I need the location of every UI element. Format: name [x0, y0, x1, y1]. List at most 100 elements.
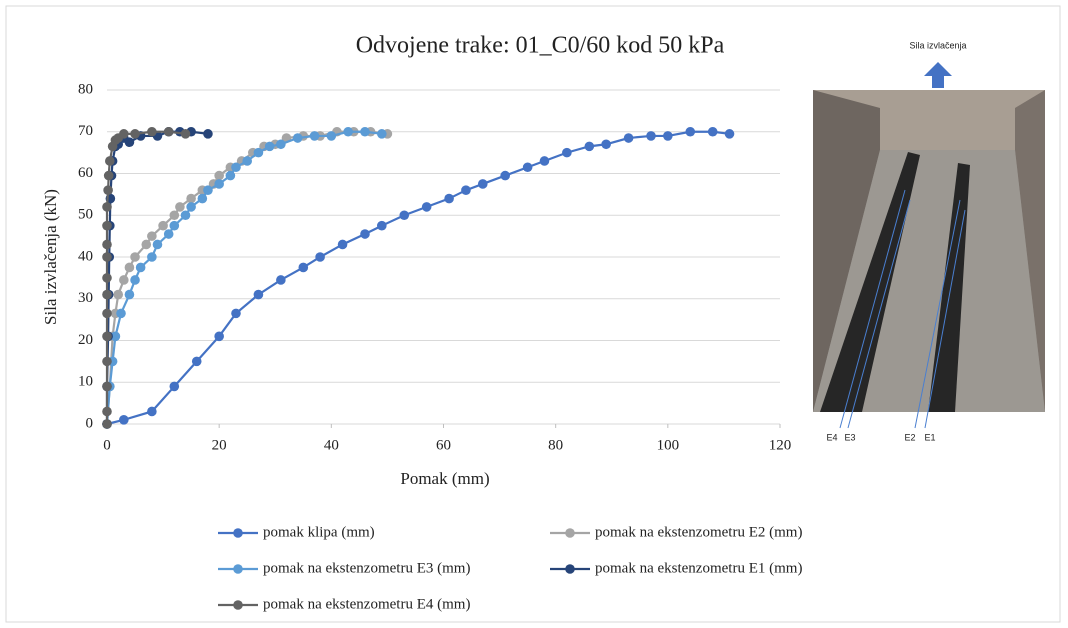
data-point [253, 147, 264, 158]
data-point [315, 252, 325, 262]
data-point [203, 129, 213, 139]
x-tick-label: 60 [436, 437, 451, 453]
data-point [130, 252, 140, 262]
x-axis-label: Pomak (mm) [400, 469, 489, 488]
data-point [169, 381, 180, 392]
data-point [102, 252, 112, 262]
data-point [152, 239, 163, 250]
data-point [500, 170, 510, 181]
photo-label: Sila izvlačenja [909, 40, 966, 50]
data-point [124, 262, 135, 273]
data-point [298, 262, 309, 273]
x-tick-label: 80 [548, 437, 563, 453]
data-point [102, 273, 112, 283]
x-tick-label: 20 [212, 437, 227, 453]
data-point [186, 193, 196, 204]
data-point [102, 331, 112, 342]
data-point [231, 162, 241, 173]
data-point [102, 239, 112, 250]
x-tick-label: 40 [324, 437, 339, 453]
data-point [326, 131, 337, 141]
data-point [163, 126, 174, 137]
data-point [119, 275, 129, 285]
data-point [685, 126, 696, 137]
photo-label: E3 [844, 432, 855, 442]
data-point [135, 262, 146, 273]
data-point [601, 139, 611, 150]
extensometer-line [847, 199, 911, 429]
data-point [264, 141, 275, 152]
data-point [158, 220, 168, 231]
data-point [377, 129, 387, 139]
y-tick-label: 60 [78, 165, 93, 181]
data-point [461, 185, 471, 195]
data-point [292, 133, 303, 143]
data-point [214, 179, 224, 189]
data-point [103, 185, 113, 195]
data-point [102, 289, 112, 300]
legend-marker [233, 600, 243, 610]
data-point [186, 202, 196, 212]
data-point [276, 275, 286, 285]
data-point [539, 156, 550, 166]
legend-label: pomak na ekstenzometru E3 (mm) [263, 560, 470, 576]
y-tick-label: 20 [78, 332, 93, 348]
force-arrow [924, 62, 952, 88]
photo: Sila izvlačenja E4 E3 E2 E1 [813, 40, 1045, 442]
data-point [231, 308, 241, 319]
data-point [102, 220, 112, 231]
data-point [663, 131, 673, 141]
data-point [707, 126, 718, 137]
data-point [113, 289, 124, 300]
data-point [399, 210, 410, 221]
y-tick-label: 70 [78, 123, 93, 139]
data-point [180, 210, 191, 221]
legend-label: pomak na ekstenzometru E2 (mm) [595, 524, 802, 540]
data-point [623, 133, 634, 143]
data-point [646, 131, 656, 141]
photo-label: E4 [826, 432, 837, 442]
data-point [197, 193, 208, 204]
data-point [102, 419, 112, 429]
photo-left-wall [813, 90, 880, 412]
data-point [562, 147, 572, 158]
data-point [102, 356, 112, 367]
data-point [180, 129, 191, 139]
data-point [119, 415, 129, 425]
data-point [169, 220, 180, 231]
data-point [343, 126, 353, 137]
y-tick-label: 80 [78, 81, 93, 97]
photo-strip-right [928, 163, 970, 412]
photo-strip-left [820, 152, 920, 412]
data-point [477, 179, 488, 189]
x-tick-label: 120 [769, 437, 792, 453]
data-point [360, 126, 370, 137]
data-point [214, 170, 224, 181]
data-point [103, 170, 114, 181]
data-point [124, 289, 135, 300]
data-point [102, 202, 112, 212]
data-point [444, 193, 454, 204]
data-point [337, 239, 348, 250]
data-point [360, 229, 370, 239]
legend-marker [565, 528, 575, 538]
data-point [147, 231, 157, 241]
legend-marker [233, 528, 243, 538]
data-point [102, 406, 112, 417]
data-point [253, 289, 264, 300]
extensometer-line [924, 209, 966, 429]
data-point [421, 202, 432, 212]
data-point [147, 252, 157, 262]
data-point [124, 137, 135, 147]
data-point [242, 156, 253, 166]
data-point [175, 202, 185, 212]
data-point [110, 331, 121, 342]
data-point [147, 126, 157, 137]
data-point [522, 162, 533, 173]
photo-label: E2 [904, 432, 915, 442]
data-point [203, 185, 213, 195]
data-point [225, 170, 236, 181]
legend-label: pomak na ekstenzometru E1 (mm) [595, 560, 802, 576]
legend-marker [233, 564, 243, 574]
